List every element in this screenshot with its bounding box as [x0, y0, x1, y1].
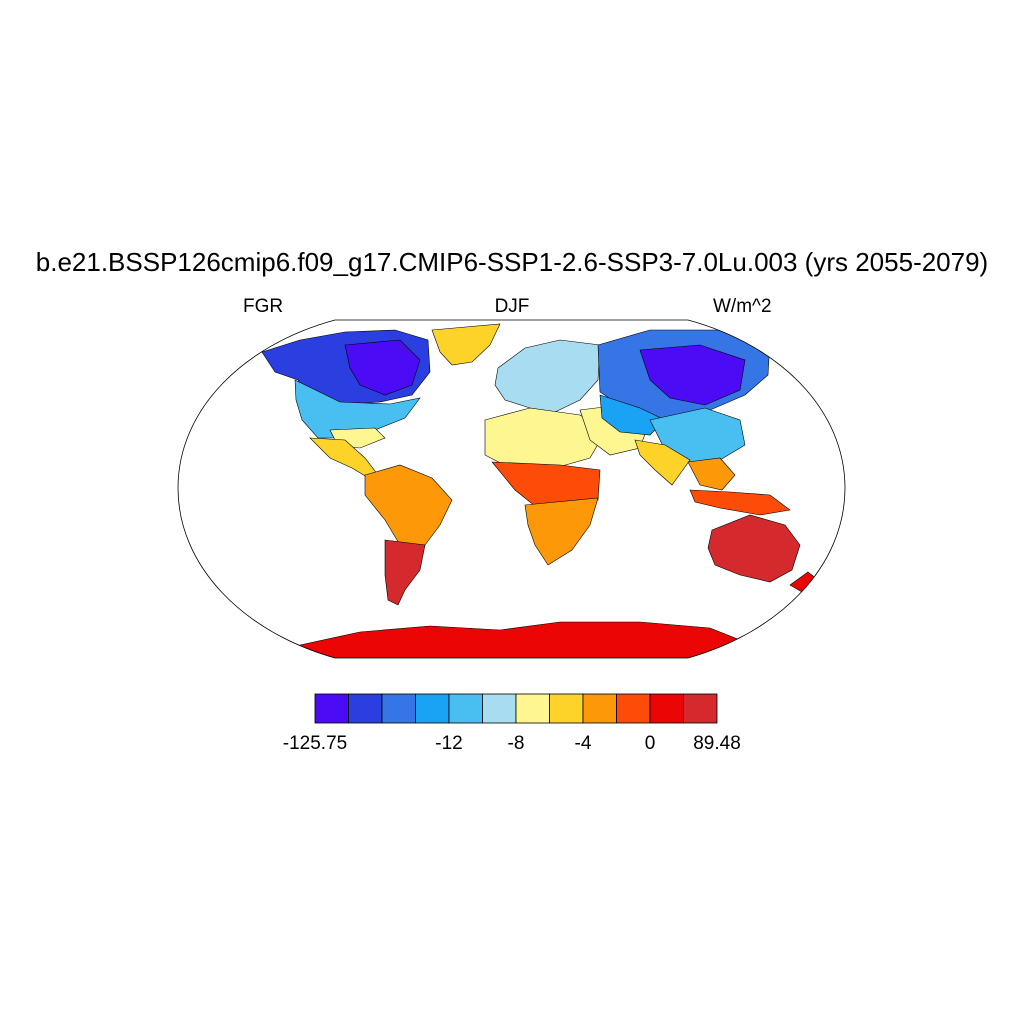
units-label: W/m^2 — [713, 296, 772, 317]
colorbar-box — [616, 693, 651, 724]
colorbar-box — [482, 693, 517, 724]
map-boundary — [177, 319, 846, 659]
colorbar-box — [415, 693, 450, 724]
colorbar-box — [314, 693, 349, 724]
colorbar-box — [649, 693, 684, 724]
colorbar-box — [549, 693, 584, 724]
region-australia — [707, 514, 801, 583]
region-south-america-north — [364, 464, 453, 546]
region-europe — [494, 339, 601, 413]
season-label: DJF — [494, 296, 530, 317]
colorbar-box — [381, 693, 416, 724]
colorbar-box — [448, 693, 483, 724]
colorbar-tick-label: -125.75 — [282, 733, 348, 754]
colorbar-tick-label: -12 — [435, 733, 463, 754]
variable-label: FGR — [243, 296, 284, 317]
colorbar-box — [515, 693, 550, 724]
region-southern-africa — [524, 497, 599, 566]
region-greenland — [431, 323, 501, 366]
colorbar-box — [348, 693, 383, 724]
region-hudson-core — [344, 339, 421, 396]
region-north-africa — [484, 407, 606, 469]
colorbar-tick-label: 89.48 — [693, 733, 741, 754]
region-southeast-asia — [687, 457, 736, 491]
region-antarctica — [299, 621, 741, 658]
region-central-asia — [599, 394, 666, 436]
region-south-america-south — [384, 539, 426, 606]
region-indonesia — [689, 489, 791, 516]
colorbar-tick-label: -4 — [574, 733, 592, 754]
colorbar-tick-label: -8 — [507, 733, 525, 754]
colorbar-box — [582, 693, 617, 724]
region-siberia-core — [639, 344, 746, 406]
colorbar-box — [683, 693, 718, 724]
region-india — [634, 439, 691, 486]
map-title: b.e21.BSSP126cmip6.f09_g17.CMIP6-SSP1-2.… — [35, 247, 989, 277]
colorbar-tick-label: 0 — [644, 733, 656, 754]
